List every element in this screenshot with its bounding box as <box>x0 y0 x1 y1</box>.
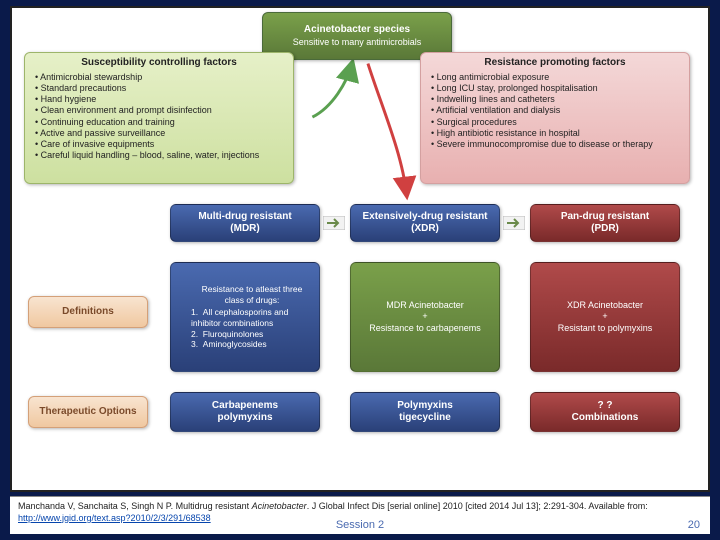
definition-box-2: XDR Acinetobacter+Resistant to polymyxin… <box>530 262 680 372</box>
column-header-1: Extensively-drug resistant(XDR) <box>350 204 500 242</box>
list-item: High antibiotic resistance in hospital <box>431 128 683 139</box>
susceptibility-title: Susceptibility controlling factors <box>31 57 287 70</box>
resistance-box: Resistance promoting factors Long antimi… <box>420 52 690 184</box>
column-header-2: Pan-drug resistant(PDR) <box>530 204 680 242</box>
list-item: Active and passive surveillance <box>35 128 287 139</box>
therapy-box-1: Polymyxinstigecycline <box>350 392 500 432</box>
susceptibility-items: Antimicrobial stewardshipStandard precau… <box>31 72 287 162</box>
top-title: Acinetobacter species <box>269 24 445 37</box>
list-item: Continuing education and training <box>35 117 287 128</box>
definitions-label: Definitions <box>28 296 148 328</box>
list-item: Indwelling lines and catheters <box>431 94 683 105</box>
list-item: Clean environment and prompt disinfectio… <box>35 105 287 116</box>
definition-box-0: Resistance to atleast three class of dru… <box>170 262 320 372</box>
resistance-title: Resistance promoting factors <box>427 57 683 70</box>
arrow-up <box>312 64 352 118</box>
arrow-down <box>368 64 407 195</box>
top-subtitle: Sensitive to many antimicrobials <box>269 37 445 48</box>
definition-box-1: MDR Acinetobacter+Resistance to carbapen… <box>350 262 500 372</box>
list-item: Antimicrobial stewardship <box>35 72 287 83</box>
list-item: Careful liquid handling – blood, saline,… <box>35 150 287 161</box>
therapy-box-2: ? ?Combinations <box>530 392 680 432</box>
slide-number: 20 <box>688 518 700 532</box>
list-item: Severe immunocompromise due to disease o… <box>431 139 683 150</box>
arrow-xdr-to-pdr <box>503 216 525 230</box>
arrow-mdr-to-xdr <box>323 216 345 230</box>
therapeutic-label: Therapeutic Options <box>28 396 148 428</box>
citation-bar: Manchanda V, Sanchaita S, Singh N P. Mul… <box>10 496 710 534</box>
session-label: Session 2 <box>10 518 710 532</box>
list-item: Standard precautions <box>35 83 287 94</box>
list-item: Care of invasive equipments <box>35 139 287 150</box>
list-item: Long ICU stay, prolonged hospitalisation <box>431 83 683 94</box>
therapy-box-0: Carbapenemspolymyxins <box>170 392 320 432</box>
list-item: Long antimicrobial exposure <box>431 72 683 83</box>
column-header-0: Multi-drug resistant(MDR) <box>170 204 320 242</box>
susceptibility-box: Susceptibility controlling factors Antim… <box>24 52 294 184</box>
diagram-frame: Acinetobacter species Sensitive to many … <box>10 6 710 492</box>
resistance-items: Long antimicrobial exposureLong ICU stay… <box>427 72 683 151</box>
list-item: Hand hygiene <box>35 94 287 105</box>
list-item: Artificial ventilation and dialysis <box>431 105 683 116</box>
list-item: Surgical procedures <box>431 117 683 128</box>
